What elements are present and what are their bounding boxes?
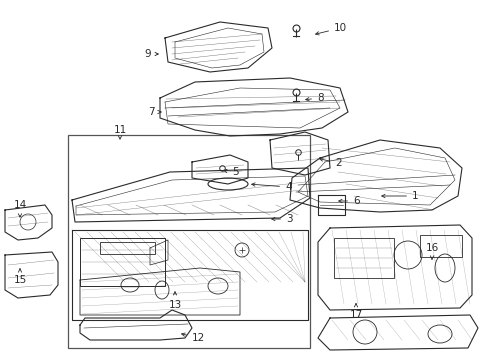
- Text: 6: 6: [338, 196, 359, 206]
- Text: 3: 3: [271, 214, 292, 224]
- Bar: [80, 238, 164, 286]
- Text: 14: 14: [13, 200, 26, 217]
- Text: 17: 17: [348, 304, 362, 320]
- Text: 9: 9: [143, 49, 158, 59]
- Text: 4: 4: [251, 182, 291, 192]
- Text: 15: 15: [13, 269, 26, 285]
- Text: 8: 8: [305, 93, 323, 103]
- Text: 16: 16: [425, 243, 438, 259]
- Bar: [419, 235, 461, 257]
- Bar: [333, 238, 393, 278]
- Text: 5: 5: [223, 167, 238, 177]
- Bar: [100, 242, 155, 254]
- Text: 2: 2: [319, 158, 341, 168]
- Text: 13: 13: [168, 292, 181, 310]
- Text: 11: 11: [113, 125, 126, 139]
- Text: 12: 12: [181, 333, 205, 343]
- Text: 1: 1: [381, 191, 418, 201]
- Text: 10: 10: [315, 23, 346, 35]
- Bar: [68, 135, 309, 348]
- Text: 7: 7: [148, 107, 161, 117]
